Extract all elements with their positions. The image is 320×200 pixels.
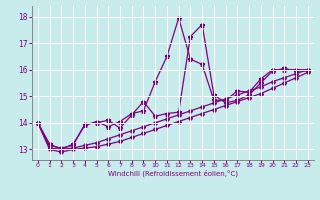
X-axis label: Windchill (Refroidissement éolien,°C): Windchill (Refroidissement éolien,°C) — [108, 170, 238, 177]
